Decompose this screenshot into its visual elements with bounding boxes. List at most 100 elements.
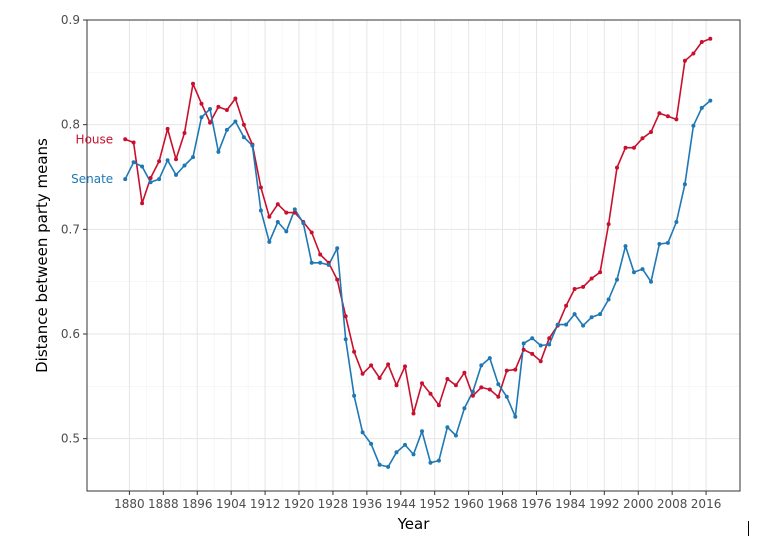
senate-point <box>360 430 365 435</box>
senate-point <box>513 414 518 419</box>
house-point <box>182 131 187 135</box>
house-point <box>445 377 450 381</box>
house-point <box>708 36 713 41</box>
house-point <box>174 157 178 162</box>
x-tick-label: 1912 <box>250 497 281 511</box>
minor-gridlines <box>87 20 740 491</box>
house-point <box>157 159 162 164</box>
senate-point <box>598 312 603 317</box>
text-cursor <box>748 521 749 536</box>
house-point <box>275 202 280 207</box>
senate-point <box>241 135 246 140</box>
x-tick-label: 1952 <box>419 497 450 511</box>
house-point <box>699 40 704 44</box>
house-point <box>530 351 535 356</box>
house-point <box>640 136 645 141</box>
house-point <box>615 165 619 170</box>
x-tick-label: 1960 <box>453 497 484 511</box>
house-point <box>140 201 145 206</box>
house-point <box>674 117 679 122</box>
series-lines <box>124 38 711 468</box>
house-point <box>258 185 263 190</box>
x-tick-label: 1880 <box>114 497 145 511</box>
house-point <box>241 122 246 127</box>
house-point <box>581 284 586 289</box>
senate-point <box>377 462 382 467</box>
house-point <box>453 383 458 388</box>
senate-point <box>589 315 594 320</box>
senate-point <box>309 260 314 265</box>
senate-point <box>547 342 552 347</box>
house-point <box>538 359 543 364</box>
house-point <box>131 140 136 145</box>
x-tick-label: 1944 <box>386 497 417 511</box>
senate-point <box>623 244 628 249</box>
x-axis-title: Year <box>397 515 431 533</box>
y-tick-labels: 0.5 0.6 0.7 0.8 0.9 <box>61 13 80 446</box>
house-point <box>598 270 603 275</box>
senate-point <box>640 267 645 272</box>
house-point <box>191 81 195 86</box>
senate-point <box>199 115 204 120</box>
x-tick-label: 1936 <box>352 497 383 511</box>
senate-point <box>148 180 153 185</box>
house-point <box>436 403 441 408</box>
house-point <box>292 210 297 215</box>
house-point <box>208 120 212 125</box>
senate-point <box>140 164 145 169</box>
house-point <box>589 276 594 281</box>
senate-point <box>403 442 407 447</box>
x-tick-label: 2000 <box>623 497 654 511</box>
senate-point <box>208 107 212 111</box>
house-point <box>547 336 552 341</box>
senate-point <box>581 323 586 328</box>
x-tick-label: 1968 <box>487 497 518 511</box>
house-point <box>657 111 662 116</box>
senate-point <box>496 382 501 387</box>
senate-point <box>530 336 535 341</box>
senate-point <box>428 460 433 465</box>
series-labels: House Senate <box>71 132 113 186</box>
house-point <box>199 101 204 106</box>
house-point <box>369 363 374 368</box>
senate-point <box>564 322 569 327</box>
x-tick-label: 1992 <box>589 497 620 511</box>
house-point <box>606 222 611 227</box>
house-series-label: House <box>76 132 114 146</box>
x-tick-label: 1976 <box>521 497 552 511</box>
x-tick-label: 1888 <box>148 497 179 511</box>
senate-point <box>131 160 136 165</box>
senate-point <box>275 220 280 224</box>
y-tick-label: 0.8 <box>61 118 80 132</box>
senate-point <box>487 356 492 361</box>
house-point <box>682 58 687 63</box>
house-point <box>284 210 289 215</box>
senate-point <box>224 127 229 132</box>
senate-point <box>555 322 560 327</box>
senate-point <box>708 98 713 103</box>
senate-point <box>436 458 441 463</box>
y-tick-label: 0.6 <box>61 327 80 341</box>
senate-point <box>411 452 416 457</box>
senate-point <box>123 177 128 182</box>
house-point <box>352 349 357 354</box>
senate-point <box>335 246 340 251</box>
senate-point <box>174 172 178 177</box>
house-point <box>394 383 399 388</box>
plot-panel-border <box>86 19 741 492</box>
x-tick-label: 1984 <box>555 497 586 511</box>
senate-point <box>352 393 357 398</box>
senate-point <box>284 229 289 234</box>
senate-point <box>504 394 509 399</box>
x-tick-label: 1928 <box>318 497 349 511</box>
house-point <box>420 381 424 386</box>
x-tick-label: 1920 <box>284 497 315 511</box>
y-tick-label: 0.7 <box>61 222 80 236</box>
senate-point <box>318 260 323 265</box>
senate-point <box>369 441 374 446</box>
senate-point <box>191 155 195 160</box>
senate-point <box>157 177 162 182</box>
house-point <box>318 252 323 257</box>
senate-point <box>216 149 221 154</box>
house-point <box>513 367 518 372</box>
